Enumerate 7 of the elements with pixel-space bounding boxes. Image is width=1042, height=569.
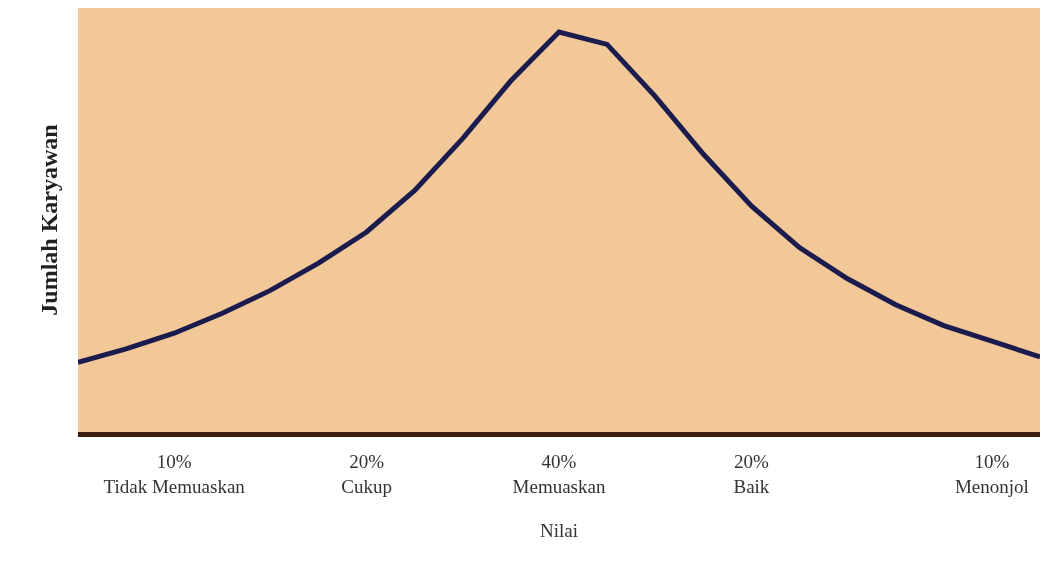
x-tick-label: 10% Menonjol xyxy=(954,450,1029,497)
x-axis-title: Nilai xyxy=(540,520,578,542)
x-tick-label: 10% Tidak Memuaskan xyxy=(103,450,246,497)
x-tick-label: 20% Cukup xyxy=(341,450,392,497)
x-tick-label: 20% Baik xyxy=(733,450,770,497)
x-tick-label: 40% Memuaskan xyxy=(512,450,606,497)
y-axis-title: Jumlah Karyawan xyxy=(36,124,63,316)
